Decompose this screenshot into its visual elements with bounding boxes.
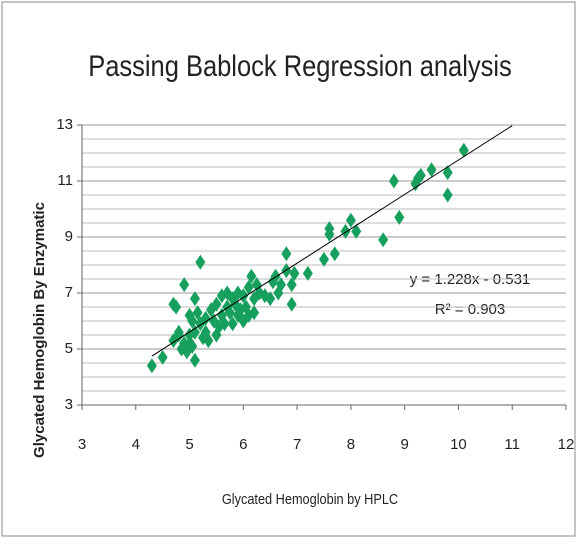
y-axis-label: Glycated Hemoglobin By Enzymatic [31, 202, 48, 458]
point [275, 277, 286, 293]
point [203, 333, 214, 349]
x-tick-label: 4 [132, 436, 140, 453]
point [187, 338, 198, 354]
point [157, 349, 168, 365]
x-tick-label: 3 [78, 436, 86, 453]
point [340, 223, 351, 239]
point [286, 296, 297, 312]
point [192, 305, 203, 321]
point [324, 221, 335, 237]
point [227, 316, 238, 332]
point [246, 268, 257, 284]
point [211, 296, 222, 312]
point [249, 305, 260, 321]
point [146, 358, 157, 374]
point [442, 187, 453, 203]
point [270, 268, 281, 284]
point [200, 310, 211, 326]
chart-title: Passing Bablock Regression analysis [88, 49, 512, 82]
point [249, 291, 260, 307]
point [179, 277, 190, 293]
point [243, 279, 254, 295]
point [184, 327, 195, 343]
x-tick-label: 7 [293, 436, 301, 453]
x-tick-label: 10 [450, 436, 467, 453]
point [394, 209, 405, 225]
point [171, 299, 182, 315]
y-tick-label: 13 [56, 116, 73, 133]
y-tick-label: 5 [65, 340, 73, 357]
point [426, 162, 437, 178]
point [415, 167, 426, 183]
point [195, 254, 206, 270]
point [173, 324, 184, 340]
point [351, 223, 362, 239]
x-tick-label: 9 [400, 436, 408, 453]
point [388, 173, 399, 189]
x-axis-label: Glycated Hemoglobin by HPLC [222, 490, 398, 507]
point [302, 265, 313, 281]
point [289, 265, 300, 281]
point [329, 246, 340, 262]
x-tick-label: 5 [185, 436, 193, 453]
y-tick-label: 7 [65, 284, 73, 301]
point [224, 305, 235, 321]
point [458, 142, 469, 158]
trend-line [151, 125, 513, 357]
point [187, 313, 198, 329]
y-tick-label: 9 [65, 228, 73, 245]
point [189, 352, 200, 368]
x-tick-label: 6 [239, 436, 247, 453]
point [219, 316, 230, 332]
point [189, 291, 200, 307]
y-tick-label: 11 [57, 172, 73, 189]
x-tick-label: 8 [347, 436, 355, 453]
x-tick-label: 11 [504, 436, 520, 453]
point [378, 232, 389, 248]
point [345, 212, 356, 228]
x-tick-label: 12 [558, 436, 575, 453]
annotation: R² = 0.903 [435, 301, 505, 318]
point [281, 246, 292, 262]
point [286, 277, 297, 293]
point [265, 291, 276, 307]
point [319, 251, 329, 267]
y-tick-label: 3 [65, 396, 73, 413]
